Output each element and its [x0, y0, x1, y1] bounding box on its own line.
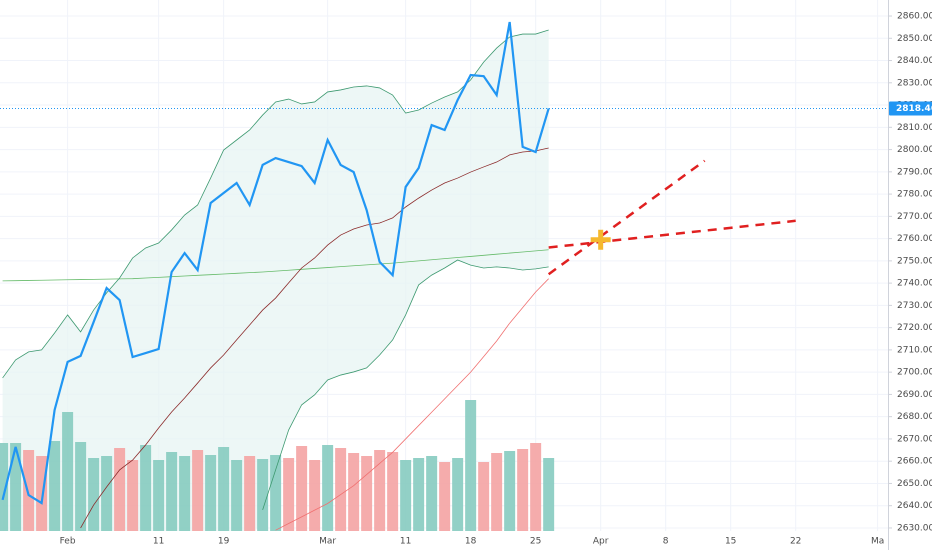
- trend-line: [547, 159, 706, 276]
- x-tick-label: 8: [663, 537, 669, 547]
- band-fill: [2, 30, 549, 531]
- cross-marker: [590, 229, 611, 250]
- x-tick-label: Apr: [593, 537, 609, 547]
- volume-bar: [322, 445, 334, 531]
- y-tick-label: 2680.00: [897, 412, 932, 422]
- volume-bar: [36, 456, 48, 531]
- volume-bar: [62, 412, 74, 531]
- volume-bar: [192, 450, 204, 531]
- y-tick-label: 2630.00: [897, 523, 932, 533]
- volume-bar: [179, 456, 191, 531]
- volume-bar: [231, 460, 243, 531]
- x-tick-label: 11: [153, 537, 164, 547]
- volume-bar: [465, 400, 477, 531]
- volume-bar: [491, 453, 503, 531]
- x-tick-label: 18: [465, 537, 477, 547]
- series-line: [1, 21, 550, 505]
- volume-bar: [257, 459, 269, 531]
- y-tick-label: 2730.00: [897, 301, 932, 311]
- price-axis: [888, 0, 932, 550]
- y-tick-label: 2690.00: [897, 390, 932, 400]
- x-tick-label: 19: [218, 537, 230, 547]
- y-tick-label: 2720.00: [897, 323, 932, 333]
- volume-bar: [205, 455, 217, 531]
- volume-bar: [244, 456, 256, 531]
- y-tick-label: 2790.00: [897, 167, 932, 177]
- volume-bar: [348, 453, 360, 531]
- y-tick-label: 2670.00: [897, 434, 932, 444]
- volume-bar: [283, 458, 295, 531]
- volume-bar: [504, 451, 516, 531]
- x-tick-label: Feb: [60, 537, 76, 547]
- last-price-label: 2818.46: [896, 104, 932, 114]
- y-tick-label: 2780.00: [897, 190, 932, 200]
- volume-bar: [296, 446, 308, 531]
- volume-bar: [10, 443, 22, 531]
- volume-bar: [140, 445, 152, 531]
- y-tick-label: 2640.00: [897, 501, 932, 511]
- y-tick-label: 2700.00: [897, 368, 932, 378]
- volume-bar: [75, 442, 87, 531]
- y-tick-label: 2850.00: [897, 34, 932, 44]
- volume-bar: [309, 460, 321, 531]
- volume-bar: [101, 456, 113, 531]
- axis-labels: 2630.00 2640.00 2650.00 2660.00 2670.00 2680.…: [60, 12, 932, 547]
- volume-bar: [374, 450, 386, 531]
- y-tick-label: 2840.00: [897, 56, 932, 66]
- volume-bar: [439, 462, 451, 531]
- volume-bar: [543, 458, 555, 531]
- x-tick-label: 25: [530, 537, 541, 547]
- x-tick-label: Ma: [871, 537, 884, 547]
- series-line: [2, 29, 549, 379]
- plot-area: [0, 0, 888, 531]
- volume-bar: [452, 458, 464, 531]
- series-line: [275, 278, 549, 531]
- x-tick-label: 11: [400, 537, 411, 547]
- y-tick-label: 2710.00: [897, 345, 932, 355]
- volume-bar: [270, 455, 282, 531]
- x-tick-label: 15: [725, 537, 736, 547]
- volume-bar: [517, 449, 529, 531]
- volume-bar: [49, 441, 61, 531]
- volume-bar: [218, 447, 230, 531]
- volume-bar: [0, 443, 9, 531]
- series-line: [2, 249, 549, 282]
- last-price-box: [889, 101, 932, 116]
- series-line: [262, 259, 549, 511]
- trend-line: [548, 219, 796, 249]
- volume-bar: [166, 452, 178, 531]
- volume-bar: [23, 450, 35, 531]
- volume-bar: [413, 458, 425, 531]
- y-tick-label: 2800.00: [897, 145, 932, 155]
- y-tick-label: 2650.00: [897, 479, 932, 489]
- x-tick-label: Mar: [319, 537, 336, 547]
- x-tick-label: 22: [790, 537, 801, 547]
- volume-bar: [387, 452, 399, 531]
- volume-bar: [478, 462, 490, 531]
- y-tick-label: 2810.00: [897, 123, 932, 133]
- volume-bar: [335, 448, 347, 531]
- volume-bar: [153, 460, 165, 531]
- volume-bar: [88, 458, 100, 531]
- y-tick-label: 2660.00: [897, 457, 932, 467]
- y-tick-label: 2830.00: [897, 78, 932, 88]
- y-tick-label: 2740.00: [897, 279, 932, 289]
- volume-bar: [127, 460, 139, 531]
- series-line: [80, 147, 549, 529]
- volume-bar: [361, 456, 373, 531]
- y-tick-label: 2760.00: [897, 234, 932, 244]
- y-tick-label: 2860.00: [897, 12, 932, 22]
- y-tick-label: 2750.00: [897, 256, 932, 266]
- volume-bar: [530, 443, 542, 531]
- y-tick-label: 2770.00: [897, 212, 932, 222]
- volume-bar: [114, 448, 126, 531]
- volume-bar: [400, 460, 412, 531]
- volume-bar: [426, 456, 438, 531]
